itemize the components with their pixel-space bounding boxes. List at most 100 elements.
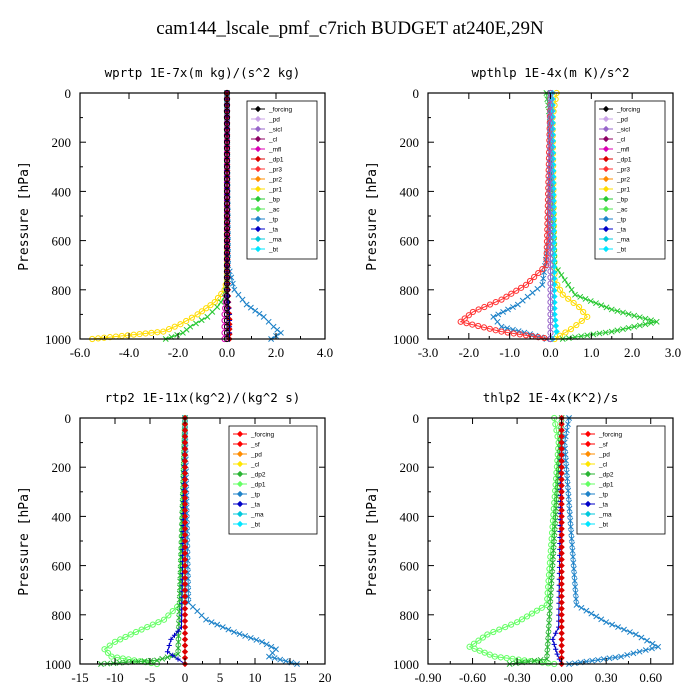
data-point (181, 525, 189, 532)
data-point (538, 604, 545, 611)
legend-marker (602, 125, 610, 133)
data-point (268, 643, 275, 650)
data-point (632, 631, 639, 638)
series-dp1 (101, 414, 189, 668)
data-point (498, 328, 505, 335)
data-point (175, 645, 182, 652)
data-point (223, 237, 231, 244)
data-point (181, 550, 189, 557)
data-point (551, 641, 557, 647)
data-point (223, 200, 231, 207)
data-point (558, 543, 565, 551)
data-point (252, 307, 259, 314)
legend-marker (254, 155, 262, 163)
series-line (92, 93, 228, 340)
data-point (223, 268, 231, 275)
data-point (563, 427, 570, 434)
legend-label: _ma (268, 237, 282, 244)
data-point (164, 654, 171, 661)
x-tick-label: 10 (249, 670, 262, 685)
data-point (562, 451, 569, 458)
data-point (624, 652, 631, 658)
y-tick-label: 400 (400, 509, 420, 524)
legend-marker (254, 135, 262, 143)
legend-label: _mfl (616, 147, 630, 154)
legend-marker (602, 135, 610, 143)
data-point (498, 323, 505, 330)
data-point (558, 451, 565, 459)
legend-label: _tp (616, 217, 626, 224)
legend-marker (254, 175, 262, 183)
data-point (594, 656, 601, 663)
data-point (614, 308, 621, 314)
data-point (547, 108, 554, 115)
data-point (556, 286, 564, 293)
data-point (558, 427, 565, 434)
data-point (552, 322, 560, 330)
data-point (148, 329, 155, 336)
data-point (630, 650, 637, 657)
data-point (282, 658, 289, 665)
data-point (549, 565, 556, 572)
x-tick-label: -2.0 (168, 345, 189, 360)
y-tick-label: 200 (52, 135, 72, 150)
data-point (263, 641, 270, 648)
data-point (535, 269, 542, 277)
data-point (543, 656, 550, 663)
data-point (223, 102, 231, 109)
series-dp1 (466, 414, 562, 668)
data-point (552, 517, 559, 524)
data-point (223, 280, 231, 287)
legend-label: _dp1 (616, 157, 632, 164)
data-point (223, 292, 231, 300)
data-point (547, 102, 554, 109)
data-point (547, 249, 554, 256)
x-tick-label: -0.90 (414, 670, 441, 685)
data-point (642, 647, 649, 654)
data-point (502, 624, 509, 631)
legend-marker (602, 105, 610, 113)
legend-box (228, 425, 318, 535)
x-tick-label: -15 (71, 670, 88, 685)
data-point (621, 626, 627, 633)
data-point (565, 281, 572, 288)
y-tick-label: 600 (400, 559, 420, 574)
data-point (181, 580, 189, 588)
data-point (562, 457, 569, 464)
data-point (571, 577, 578, 584)
x-tick-label: 2.0 (624, 345, 640, 360)
data-point (214, 621, 221, 628)
data-point (565, 493, 572, 500)
legend-marker (254, 185, 262, 193)
data-point (181, 433, 189, 440)
data-point (181, 513, 189, 520)
data-point (175, 651, 181, 658)
y-tick-label: 200 (400, 135, 420, 150)
data-point (259, 638, 265, 645)
data-point (223, 182, 231, 189)
legend-label: _dp2 (250, 472, 266, 479)
data-point (547, 145, 554, 152)
data-point (500, 308, 507, 315)
data-point (510, 330, 517, 337)
data-point (547, 292, 554, 300)
data-point (558, 482, 565, 489)
y-tick-label: 400 (400, 184, 420, 199)
data-point (535, 334, 542, 341)
data-point (558, 636, 565, 643)
data-point (466, 643, 473, 650)
data-point (164, 649, 171, 655)
data-point (497, 654, 504, 661)
data-point (271, 655, 278, 662)
data-point (558, 519, 565, 526)
data-point (547, 219, 554, 226)
data-point (135, 658, 142, 665)
data-point (235, 291, 242, 298)
data-point (223, 219, 231, 226)
data-point (480, 324, 488, 331)
legend-label: _sf (250, 442, 260, 449)
data-point (165, 326, 173, 333)
data-point (492, 327, 499, 334)
data-point (567, 517, 574, 524)
data-point (176, 596, 183, 603)
